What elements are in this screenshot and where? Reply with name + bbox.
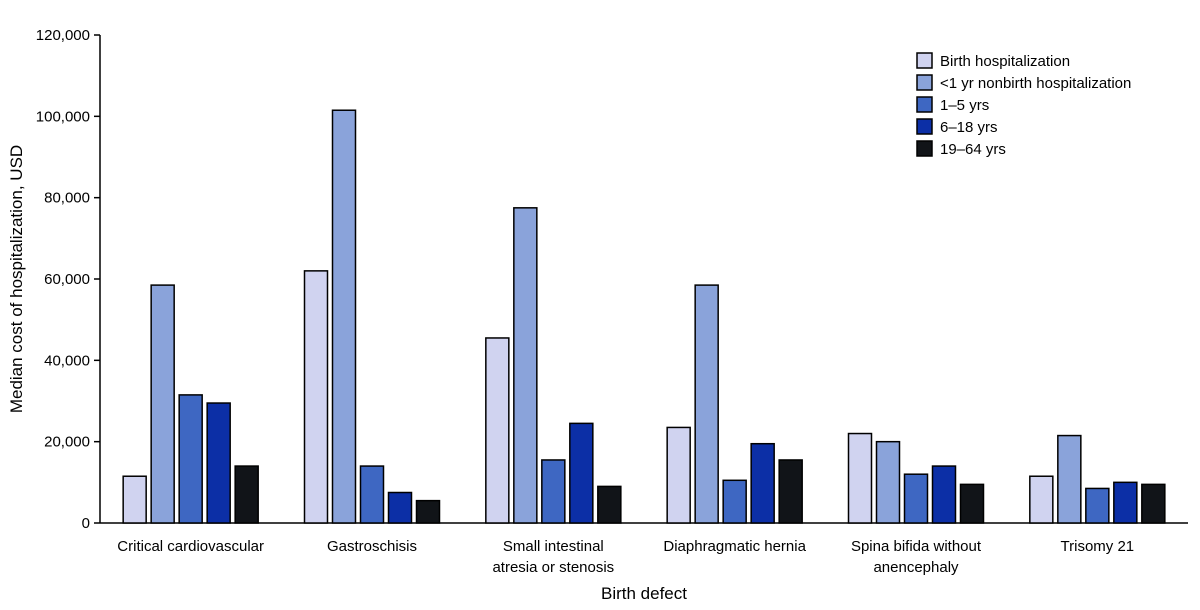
x-axis-labels: Critical cardiovascular Gastroschisis Smal… (117, 538, 1134, 576)
y-tick-label: 120,000 (36, 27, 90, 44)
x-tick-label: Critical cardiovascular (117, 538, 264, 555)
bar (387, 491, 413, 524)
y-tick-label: 40,000 (44, 352, 90, 369)
bar (750, 442, 775, 524)
legend-label: <1 yr nonbirth hospitalization (940, 75, 1131, 92)
bar (875, 440, 901, 524)
legend-label: 19–64 yrs (940, 141, 1006, 158)
x-tick-label: Gastroschisis (327, 538, 417, 555)
x-tick-label: Trisomy 21 (1061, 538, 1135, 555)
bar (778, 459, 803, 524)
legend: Birth hospitalization <1 yr nonbirth hosp… (916, 52, 1131, 158)
legend-swatch (916, 118, 933, 135)
y-axis-title: Median cost of hospitalization, USD (7, 145, 26, 413)
bar (541, 459, 566, 524)
y-axis: 0 20,000 40,000 60,000 80,000 100,000 120,000 (36, 27, 1188, 532)
bar (303, 270, 329, 524)
bar (1141, 483, 1166, 524)
bar (569, 422, 594, 524)
bar (694, 284, 719, 524)
legend-swatch (916, 74, 933, 91)
bar (178, 394, 203, 524)
legend-label: 1–5 yrs (940, 97, 989, 114)
y-tick-label: 60,000 (44, 271, 90, 288)
legend-label: 6–18 yrs (940, 119, 998, 136)
x-tick-label: Diaphragmatic hernia (663, 538, 806, 555)
bar (206, 402, 231, 524)
legend-label: Birth hospitalization (940, 53, 1070, 70)
bar (959, 483, 985, 524)
legend-swatch (916, 140, 933, 157)
bar (1113, 481, 1138, 524)
y-tick-label: 80,000 (44, 190, 90, 207)
bar (234, 465, 259, 524)
bar (415, 499, 441, 524)
x-axis-title: Birth defect (601, 584, 687, 603)
bar (485, 337, 510, 524)
y-tick-label: 20,000 (44, 434, 90, 451)
legend-swatch (916, 96, 933, 113)
bar (666, 426, 691, 524)
y-tick-label: 100,000 (36, 108, 90, 125)
bar (931, 465, 957, 524)
bar (122, 475, 147, 524)
bar (903, 473, 929, 524)
x-tick-label: Small intestinal atresia or stenosis (492, 538, 614, 576)
x-tick-label: Spina bifida without anencephaly (851, 538, 982, 576)
y-tick-label: 0 (82, 515, 90, 532)
bar (1085, 487, 1110, 524)
bar (150, 284, 175, 524)
bar (513, 207, 538, 524)
bar (597, 485, 622, 524)
bar (331, 109, 357, 524)
bar (847, 432, 873, 524)
bar (1057, 434, 1082, 524)
bars (122, 109, 1166, 524)
bar (359, 465, 385, 524)
bar (1029, 475, 1054, 524)
legend-swatch (916, 52, 933, 69)
bar (722, 479, 747, 524)
